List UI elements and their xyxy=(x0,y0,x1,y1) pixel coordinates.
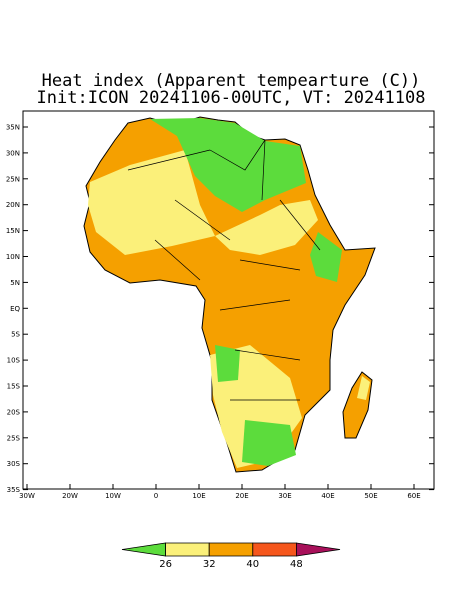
lon-tick-label: 10E xyxy=(192,492,205,500)
axes: 35N 30N 25N 20N 15N 10N 5N EQ 5S 10S 15S 20S 25S 30S 3… xyxy=(6,124,434,500)
colorbar-segment xyxy=(165,542,210,557)
lat-tick-label: 25S xyxy=(7,434,21,442)
lon-tick-label: 10W xyxy=(105,492,121,500)
lon-tick-label: 30E xyxy=(278,492,291,500)
colorbar-label: 48 xyxy=(290,559,303,570)
lat-tick-label: 20S xyxy=(7,408,21,416)
region-green xyxy=(215,345,240,382)
title-line: Heat index (Apparent tempearture (C)) xyxy=(42,71,421,91)
lon-tick-label: 60E xyxy=(407,492,420,500)
lon-tick-label: 30W xyxy=(19,492,35,500)
lat-tick-label: 10S xyxy=(7,357,21,365)
borders xyxy=(127,139,321,401)
region-yellow xyxy=(215,200,318,255)
lat-tick-label: 30N xyxy=(6,149,20,157)
map xyxy=(22,110,435,490)
region-green xyxy=(150,118,306,212)
lat-tick-label: EQ xyxy=(10,305,20,313)
lon-tick-label: 40E xyxy=(321,492,334,500)
region-green xyxy=(310,232,342,282)
colorbar-label: 40 xyxy=(246,559,259,570)
colorbar-segment xyxy=(252,542,297,557)
lon-tick-label: 20E xyxy=(235,492,248,500)
colorbar-segment xyxy=(121,542,166,557)
lat-tick-label: 30S xyxy=(7,460,21,468)
colorbar-segment xyxy=(208,542,254,557)
lat-tick-label: 5N xyxy=(10,279,20,287)
region-yellow xyxy=(88,150,215,255)
colorbar-label: 26 xyxy=(159,559,172,570)
colorbar-segment xyxy=(296,542,341,557)
lon-tick-label: 0 xyxy=(154,492,158,500)
lat-tick-label: 25N xyxy=(6,175,20,183)
lat-tick-label: 10N xyxy=(6,253,20,261)
lon-tick-label: 50E xyxy=(364,492,377,500)
region-yellow xyxy=(357,376,370,400)
lon-tick-label: 20W xyxy=(62,492,78,500)
lat-tick-label: 35N xyxy=(6,124,20,132)
colorbar: 26 32 40 48 xyxy=(121,542,341,570)
lat-tick-label: 20N xyxy=(6,201,20,209)
lat-tick-label: 35S xyxy=(7,486,21,494)
lat-tick-label: 15N xyxy=(6,227,20,235)
lat-tick-label: 15S xyxy=(7,383,21,391)
colorbar-label: 32 xyxy=(203,559,216,570)
lat-tick-label: 5S xyxy=(11,331,20,339)
title-line: Init:ICON 20241106-00UTC, VT: 20241108 xyxy=(37,88,426,108)
region-green xyxy=(242,420,296,466)
